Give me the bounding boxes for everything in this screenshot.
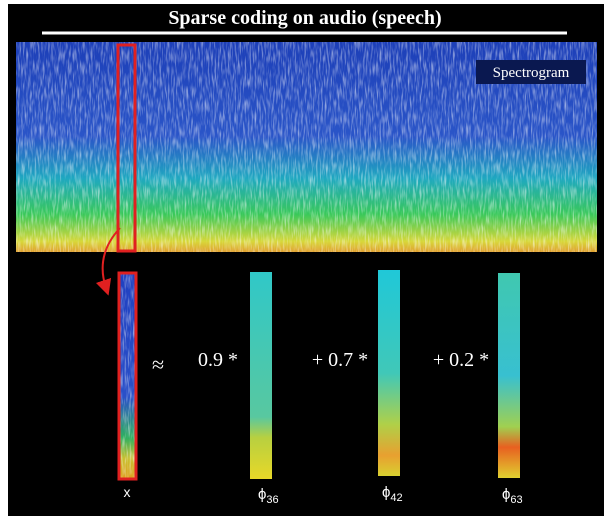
- approx-sign: ≈: [152, 352, 164, 377]
- basis-symbol: ϕ: [258, 486, 266, 503]
- label-box: [476, 60, 586, 84]
- basis-subscript: 36: [266, 494, 278, 506]
- spectrogram-label: Spectrogram: [493, 65, 570, 81]
- basis-phi36: [250, 272, 272, 479]
- coefficient: + 0.2 *: [433, 349, 489, 371]
- coefficient: 0.9 *: [198, 349, 238, 371]
- basis-label: ϕ63: [502, 486, 523, 506]
- arrow: [95, 227, 121, 296]
- basis-phi63: [498, 273, 520, 478]
- title: Sparse coding on audio (speech): [168, 7, 441, 29]
- basis-label: ϕ36: [258, 486, 279, 506]
- selection-box: [116, 43, 137, 253]
- basis-subscript: 63: [510, 494, 522, 506]
- basis-subscript: 42: [390, 492, 402, 504]
- x-column: [117, 271, 138, 481]
- basis-symbol: ϕ: [502, 486, 510, 503]
- x-label: x: [124, 484, 131, 500]
- basis-symbol: ϕ: [382, 484, 390, 501]
- coefficient: + 0.7 *: [312, 349, 368, 371]
- basis-label: ϕ42: [382, 484, 403, 504]
- basis-phi42: [378, 270, 400, 476]
